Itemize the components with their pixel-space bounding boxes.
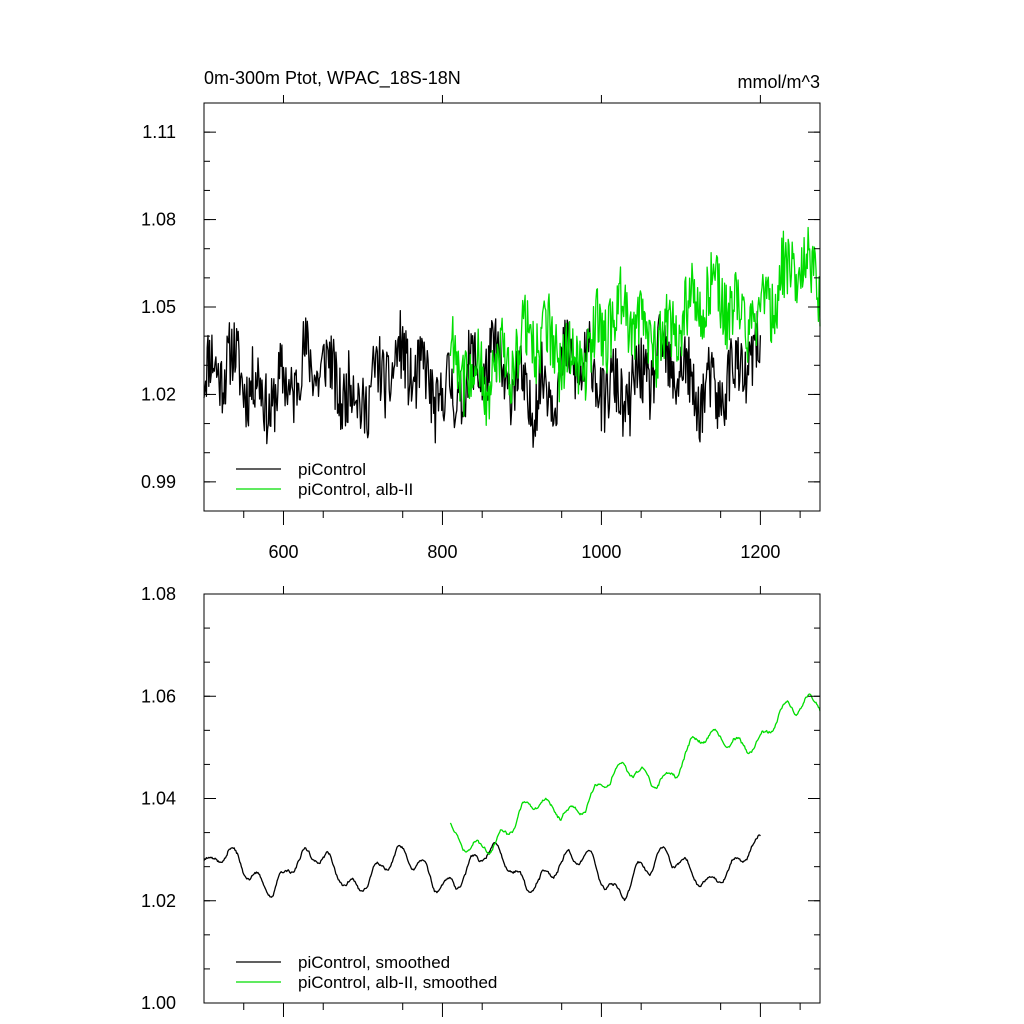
legend-label-picontrol: piControl [298, 460, 366, 479]
plot-frame-bottom [203, 593, 821, 1004]
legend-label-alb: piControl, alb-II [298, 480, 413, 499]
x-tick-label: 1000 [581, 542, 621, 562]
y-tick-label: 1.02 [141, 384, 176, 404]
y-tick-label: 1.08 [141, 210, 176, 230]
y-tick-label: 1.04 [141, 789, 176, 809]
chart-title: 0m-300m Ptot, WPAC_18S-18N [204, 68, 461, 89]
plot-frame-top [203, 102, 821, 512]
chart-panel-raw: 0m-300m Ptot, WPAC_18S-18N mmol/m^3 0.99… [141, 68, 821, 562]
chart-panel-smoothed: 1.00 1.02 1.04 1.06 1.08 piControl, smoothed… [141, 584, 821, 1017]
series-line-smoothed-picontrol [203, 834, 761, 902]
y-tick-label: 1.00 [141, 993, 176, 1013]
legend-label-picontrol-smoothed: piControl, smoothed [298, 953, 450, 972]
y-tick-label: 1.08 [141, 584, 176, 604]
y-tick-label: 1.02 [141, 891, 176, 911]
y-tick-label: 1.11 [142, 122, 176, 142]
units-label: mmol/m^3 [738, 72, 820, 92]
y-tick-label: 0.99 [141, 472, 176, 492]
y-tick-label: 1.05 [141, 297, 176, 317]
x-tick-label: 600 [268, 542, 298, 562]
series-line-raw-picontrol [203, 309, 762, 448]
legend-bottom: piControl, smoothed piControl, alb-II, s… [236, 953, 497, 992]
y-tick-label: 1.06 [141, 686, 176, 706]
series-line-smoothed-alb-ii [449, 693, 821, 855]
series-line-raw-alb-ii [449, 226, 821, 426]
x-tick-label: 800 [427, 542, 457, 562]
x-tick-label: 1200 [740, 542, 780, 562]
legend-top: piControl piControl, alb-II [236, 460, 413, 499]
legend-label-alb-smoothed: piControl, alb-II, smoothed [298, 973, 497, 992]
